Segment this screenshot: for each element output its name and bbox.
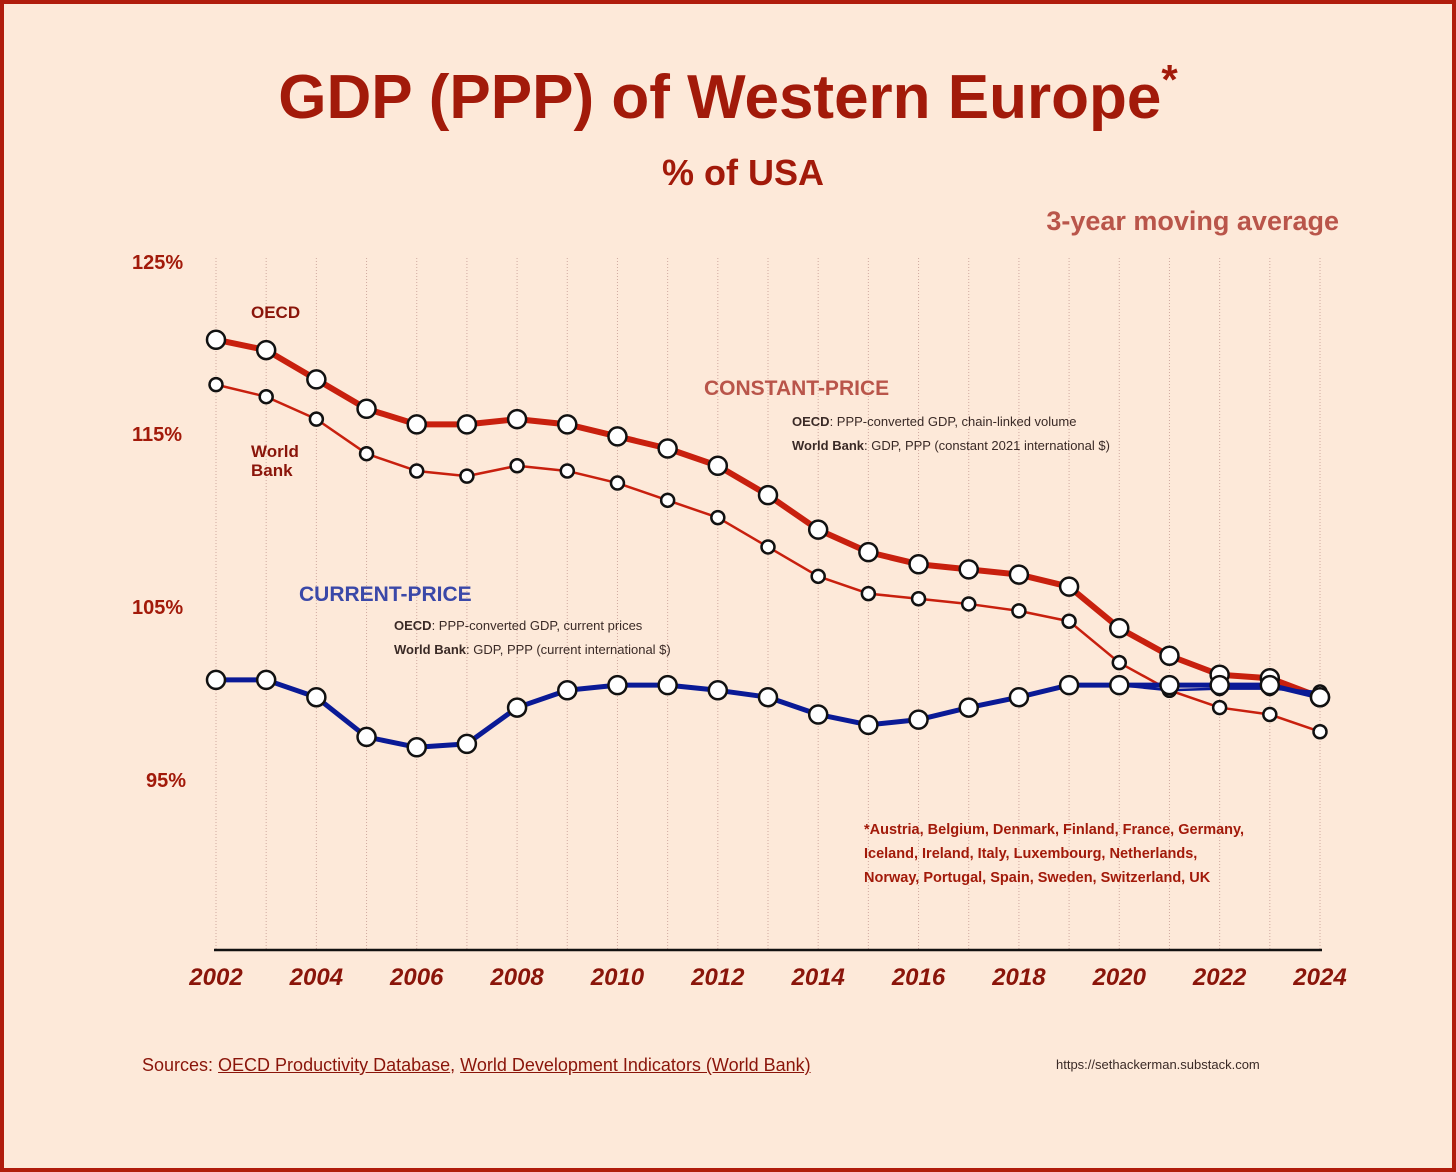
data-point [760, 539, 776, 555]
data-point [205, 669, 227, 691]
x-tick-label: 2012 [691, 964, 745, 991]
data-point [506, 697, 528, 718]
constant-price-heading: CONSTANT-PRICE [704, 377, 890, 400]
data-point [757, 484, 779, 506]
author-url[interactable]: https://sethackerman.substack.com [1056, 1057, 1260, 1072]
x-tick-label: 2020 [1092, 964, 1146, 991]
x-tick-label: 2004 [289, 964, 344, 991]
data-point [1109, 617, 1130, 639]
data-point [506, 408, 528, 430]
data-point [1312, 723, 1328, 740]
data-point [710, 509, 726, 526]
data-point [1259, 674, 1281, 696]
y-tick-label: 105% [132, 597, 184, 619]
data-point [356, 726, 377, 748]
data-point [958, 559, 979, 580]
x-tick-label: 2008 [490, 964, 544, 991]
data-point [1058, 576, 1080, 597]
x-tick-label: 2024 [1293, 964, 1347, 991]
current-wb-desc: World Bank: GDP, PPP (current internatio… [394, 642, 671, 657]
data-point [1058, 674, 1080, 696]
constant-wb-desc: World Bank: GDP, PPP (constant 2021 inte… [792, 438, 1110, 453]
data-point [858, 714, 879, 736]
data-point [255, 339, 277, 361]
data-point [1111, 654, 1128, 671]
data-point [1159, 674, 1180, 696]
data-point [306, 686, 327, 708]
x-tick-label: 2014 [791, 964, 845, 991]
y-tick-label: 95% [146, 770, 187, 792]
data-point [1159, 645, 1180, 667]
y-tick-label: 115% [132, 424, 183, 446]
data-point [657, 438, 678, 459]
data-point [358, 445, 375, 462]
chart-subtitle: % of USA [662, 152, 824, 193]
data-point [1109, 674, 1130, 696]
source-link-world-bank[interactable]: World Development Indicators (World Bank… [460, 1055, 811, 1075]
data-point [860, 585, 877, 602]
data-point [306, 369, 327, 390]
data-point [356, 398, 377, 420]
data-point [255, 669, 277, 691]
data-point [1011, 603, 1027, 619]
data-point [607, 674, 628, 696]
data-point [707, 455, 729, 477]
data-point [456, 414, 478, 435]
data-point [908, 553, 929, 575]
current-oecd-desc: OECD: PPP-converted GDP, current prices [394, 618, 643, 633]
data-point [258, 388, 274, 405]
moving-average-note: 3-year moving average [1046, 206, 1339, 236]
data-point [557, 414, 578, 435]
data-point [609, 475, 626, 491]
data-point [659, 492, 676, 509]
data-point [557, 680, 578, 701]
data-point [757, 686, 779, 708]
data-point [1008, 564, 1030, 585]
source-link-oecd[interactable]: OECD Productivity Database [218, 1055, 451, 1075]
oecd-series-label: OECD [251, 303, 301, 322]
constant-oecd-desc: OECD: PPP-converted GDP, chain-linked vo… [792, 414, 1077, 429]
data-point [559, 463, 576, 479]
data-point [807, 519, 829, 540]
x-tick-label: 2018 [992, 964, 1046, 991]
data-point [406, 414, 427, 435]
x-tick-label: 2016 [891, 964, 946, 991]
data-point [1209, 674, 1230, 696]
sources: Sources: OECD Productivity Database, Wor… [142, 1055, 811, 1075]
x-tick-label: 2006 [390, 964, 444, 991]
data-point [308, 411, 325, 427]
data-point [807, 704, 829, 725]
current-price-heading: CURRENT-PRICE [299, 583, 472, 606]
data-point [858, 541, 879, 563]
data-point [208, 376, 224, 393]
data-point [509, 458, 525, 474]
data-point [459, 468, 475, 484]
data-point [1309, 686, 1331, 708]
data-point [406, 737, 427, 758]
data-point [205, 329, 227, 350]
data-point [1211, 699, 1228, 716]
data-point [908, 709, 929, 730]
x-tick-label: 2010 [590, 964, 645, 991]
chart-title: GDP (PPP) of Western Europe* [278, 56, 1178, 132]
y-tick-label: 125% [132, 252, 184, 274]
data-point [657, 674, 678, 696]
data-point [810, 568, 826, 585]
data-point [1262, 706, 1278, 723]
data-point [1008, 686, 1030, 708]
data-point [1061, 613, 1077, 629]
data-point [960, 596, 977, 612]
data-point [408, 463, 425, 479]
data-point [910, 591, 927, 607]
data-point [707, 680, 729, 701]
data-point [607, 426, 628, 447]
world-bank-series-label: World Bank [251, 442, 299, 480]
x-tick-label: 2002 [189, 964, 243, 991]
data-point [958, 697, 979, 718]
data-point [456, 733, 478, 755]
x-tick-label: 2022 [1192, 964, 1247, 991]
countries-footnote: *Austria, Belgium, Denmark, Finland, Fra… [864, 822, 1245, 886]
